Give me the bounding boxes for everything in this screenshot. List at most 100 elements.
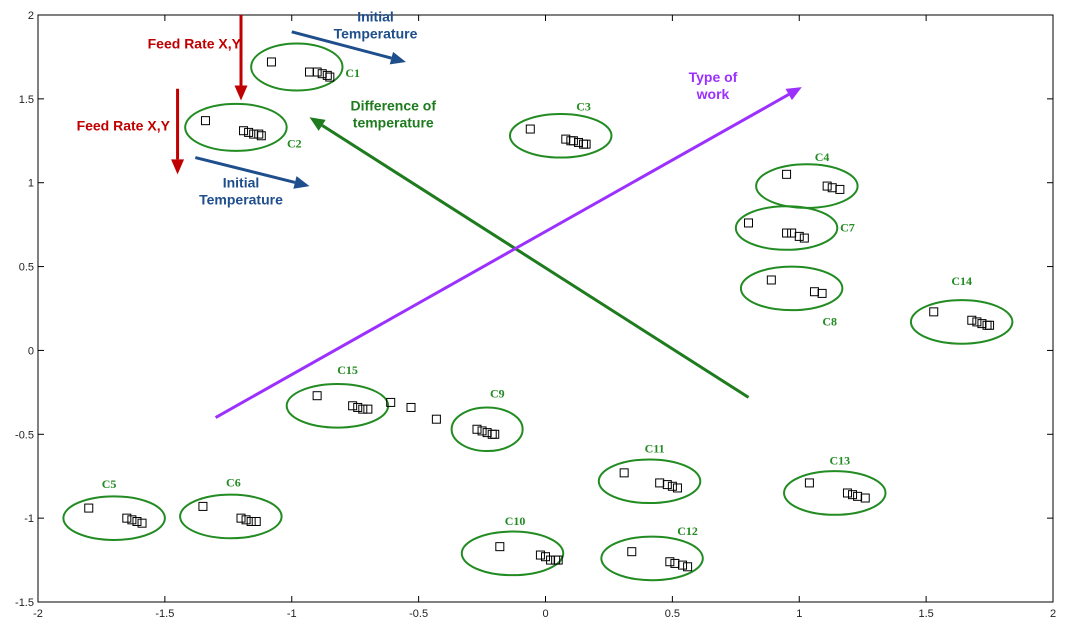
data-point <box>655 478 665 488</box>
x-tick-label: 1.5 <box>918 608 933 620</box>
data-point <box>835 184 845 194</box>
data-point <box>406 402 416 412</box>
data-point <box>848 490 858 500</box>
data-point <box>137 518 147 528</box>
arrow-initial-temperature <box>291 30 406 65</box>
data-point <box>665 557 675 567</box>
clusters: C1 C2 C3 C4 C7 C8 C14 C15 C9 C5 C6 C10 C11 C12 C13 <box>62 42 1014 582</box>
data-point <box>568 136 578 146</box>
cluster-label: C15 <box>337 363 358 377</box>
annotation-line: Initial <box>357 9 394 25</box>
data-point <box>127 515 137 525</box>
cluster-ellipse <box>600 535 704 582</box>
data-point <box>972 317 982 327</box>
data-point <box>348 401 358 411</box>
data-point <box>535 550 545 560</box>
data-point <box>804 478 814 488</box>
data-point <box>672 483 682 493</box>
y-tick-label: 0.5 <box>19 262 34 274</box>
cluster-label: C1 <box>345 66 360 80</box>
y-tick-label: 1.5 <box>19 94 34 106</box>
cluster-c2 <box>184 102 288 152</box>
x-tick-label: -2 <box>33 608 43 620</box>
data-point <box>198 501 208 511</box>
data-point <box>525 124 535 134</box>
arrow-initial-temperature <box>194 156 310 189</box>
data-point <box>667 481 677 491</box>
cluster-ellipse <box>755 163 859 209</box>
annotation-line: Temperature <box>334 26 418 42</box>
annotation-feed-rate: Feed Rate X,Y <box>148 36 242 52</box>
annotation-line: temperature <box>353 115 434 131</box>
y-tick-label: -0.5 <box>15 429 34 441</box>
data-point <box>431 414 441 424</box>
y-tick-label: 2 <box>28 10 34 22</box>
x-tick-label: 2 <box>1050 608 1056 620</box>
annotation-initial-temperature: Initial Temperature <box>199 175 283 208</box>
data-point <box>251 516 261 526</box>
annotation-difference: Difference of temperature <box>350 98 436 131</box>
data-point <box>581 139 591 149</box>
data-point <box>490 429 500 439</box>
data-point <box>312 391 322 401</box>
data-point <box>766 275 776 285</box>
annotation-line: Feed Rate X,Y <box>148 36 242 52</box>
y-tick-label: -1 <box>24 513 34 525</box>
data-point <box>322 70 332 80</box>
arrow-difference <box>309 117 750 399</box>
cluster-c4 <box>755 163 859 209</box>
cluster-label: C10 <box>505 514 526 528</box>
cluster-label: C3 <box>576 100 591 114</box>
data-point <box>546 555 556 565</box>
data-point <box>619 468 629 478</box>
x-tick-label: 0 <box>542 608 548 620</box>
data-point <box>842 488 852 498</box>
annotation-line: Difference of <box>350 98 436 114</box>
data-point <box>553 555 563 565</box>
cluster-ellipse <box>184 102 288 152</box>
cluster-ellipse <box>739 265 844 312</box>
data-point <box>386 397 396 407</box>
cluster-ellipse <box>597 458 702 505</box>
cluster-label: C14 <box>951 274 972 288</box>
cluster-ellipse <box>450 406 524 453</box>
data-point <box>254 129 264 139</box>
data-point <box>266 57 276 67</box>
annotation-feed-rate: Feed Rate X,Y <box>77 118 171 134</box>
arrow-shaft <box>321 124 750 399</box>
data-point <box>860 493 870 503</box>
arrow-shaft <box>291 30 392 60</box>
data-point <box>541 552 550 562</box>
arrow-head <box>389 51 406 65</box>
annotation-line: Initial <box>223 175 260 191</box>
arrow-head <box>309 117 326 131</box>
data-point <box>985 320 995 330</box>
data-point <box>799 233 809 243</box>
data-point <box>744 218 753 228</box>
arrow-head <box>785 87 802 101</box>
y-tick-label: -1.5 <box>15 597 34 609</box>
data-point <box>200 116 210 126</box>
cluster-label: C8 <box>822 314 837 328</box>
cluster-ellipse <box>250 42 344 92</box>
data-point <box>305 67 315 77</box>
cluster-ellipse <box>783 470 887 516</box>
data-point <box>787 228 797 238</box>
cluster-label: C7 <box>840 220 855 234</box>
data-point <box>683 562 693 572</box>
annotation-line: work <box>696 86 730 102</box>
arrow-feed-rate <box>234 15 248 101</box>
arrow-head <box>171 159 185 175</box>
data-point <box>244 127 254 137</box>
annotation-initial-temperature: Initial Temperature <box>334 9 418 42</box>
annotation-type-of-work: Type of work <box>689 69 738 102</box>
cluster-c6 <box>179 493 283 540</box>
x-axis: -2 -1.5 -1 -0.5 0 0.5 1 1.5 2 <box>33 15 1056 620</box>
cluster-c3 <box>508 112 613 159</box>
data-point <box>239 126 249 136</box>
data-point <box>363 404 373 414</box>
data-point <box>809 287 819 297</box>
x-tick-label: 0.5 <box>665 608 680 620</box>
